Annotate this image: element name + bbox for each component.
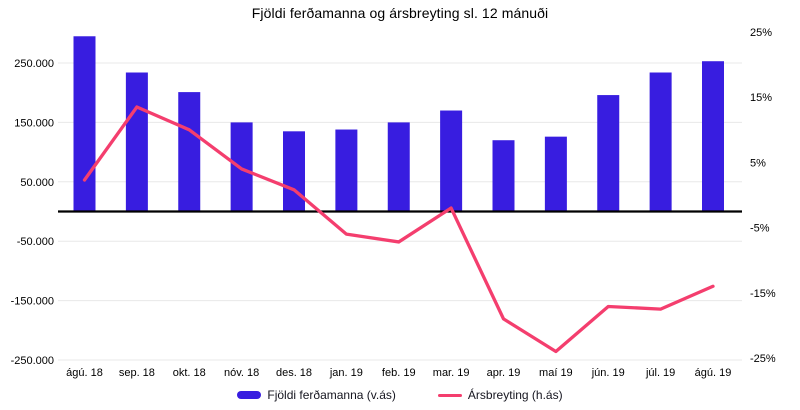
bar [387,122,410,212]
x-axis-label: jan. 19 [329,367,363,379]
bar [544,136,567,212]
x-axis-label: júl. 19 [645,367,675,379]
y-axis-label-left: -150.000 [11,296,54,308]
legend-label-bar-series: Fjöldi ferðamanna (v.ás) [267,388,396,402]
legend-item-bar-series: Fjöldi ferðamanna (v.ás) [237,388,396,402]
bar-series-swatch-icon [237,391,262,399]
x-axis-label: des. 18 [276,367,312,379]
y-axis-label-right: 5% [750,157,766,169]
x-axis-label: nóv. 18 [224,367,259,379]
x-axis-label: feb. 19 [382,367,416,379]
chart-legend: Fjöldi ferðamanna (v.ás) Ársbreyting (h.… [0,388,800,402]
legend-label-line-series: Ársbreyting (h.ás) [467,388,563,402]
x-axis-label: apr. 19 [487,367,521,379]
x-axis-label: mar. 19 [433,367,470,379]
bar [702,61,724,212]
y-axis-label-right: -15% [750,288,776,300]
x-axis-label: ágú. 19 [695,367,732,379]
x-axis-label: okt. 18 [173,367,206,379]
y-axis-label-right: 25% [750,27,772,39]
y-axis-label-left: 150.000 [14,117,54,129]
y-axis-label-right: -5% [750,223,770,235]
bar [649,72,672,212]
y-axis-label-left: 250.000 [14,58,54,70]
x-axis-label: maí 19 [539,367,573,379]
bar [283,131,305,212]
line-series-swatch-icon [437,393,462,397]
bar [597,95,620,212]
bar [335,129,358,212]
y-axis-label-left: -250.000 [11,355,54,367]
legend-item-line-series: Ársbreyting (h.ás) [437,388,563,402]
bar [440,110,463,212]
y-axis-label-right: 15% [750,92,772,104]
bar [125,72,148,212]
bar [178,92,201,212]
trend-line [82,105,715,354]
x-axis-label: ágú. 18 [66,367,103,379]
x-axis-label: jún. 19 [591,367,625,379]
bar [492,140,515,212]
y-axis-label-left: 50.000 [20,177,54,189]
bar [73,36,96,212]
y-axis-label-left: -50.000 [17,236,54,248]
chart-title: Fjöldi ferðamanna og ársbreyting sl. 12 … [251,5,549,21]
y-axis-label-right: -25% [750,353,776,365]
x-axis-label: sep. 18 [119,367,155,379]
